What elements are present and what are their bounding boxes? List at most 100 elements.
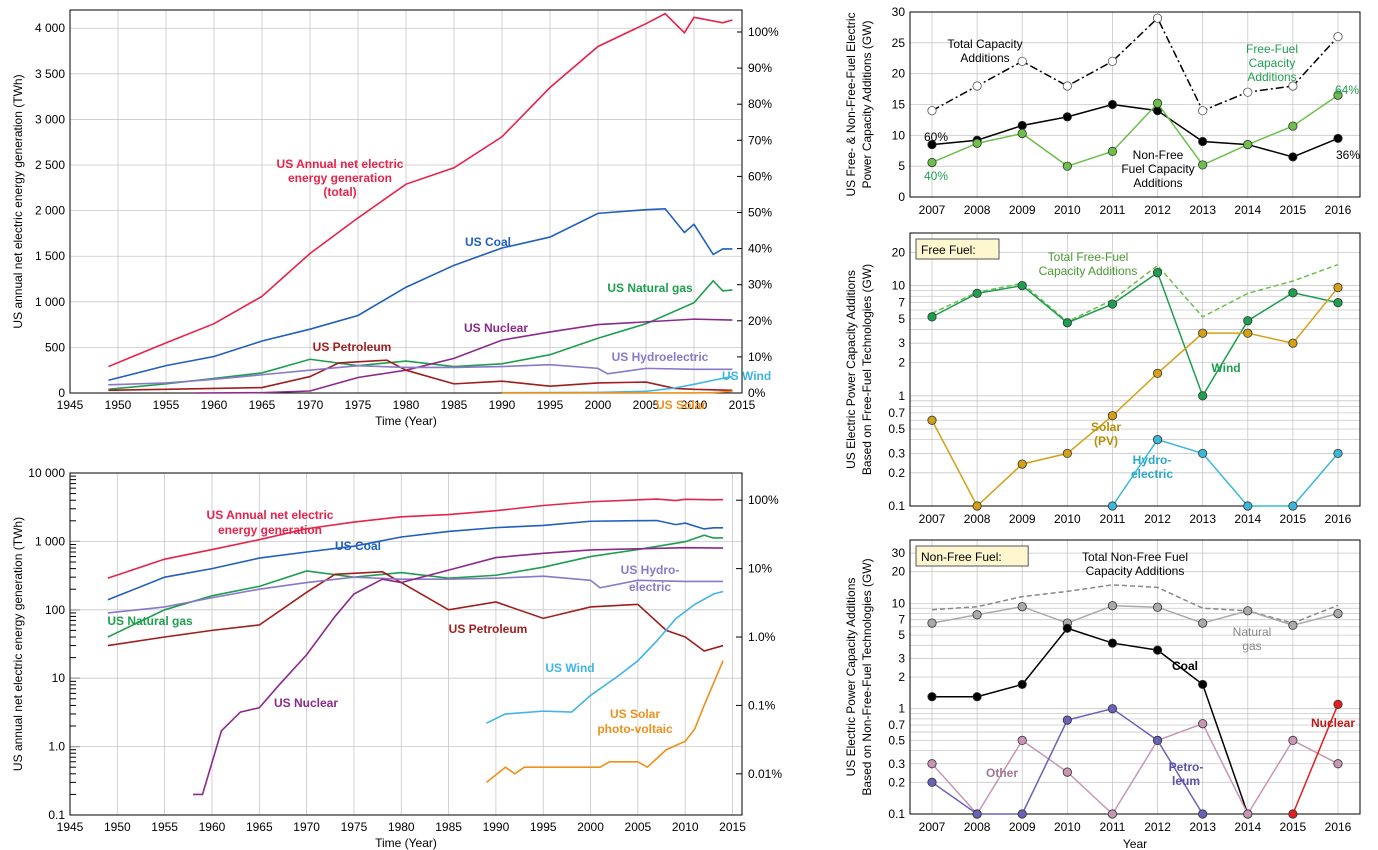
x-tick-label: 1950 (105, 398, 132, 412)
data-point (1107, 638, 1118, 648)
right-tick-label: 0.01% (748, 767, 782, 781)
x-tick-label: 1945 (57, 820, 84, 834)
x-tick-label: 2009 (1009, 820, 1036, 834)
y-tick-label: 0.7 (888, 718, 905, 732)
data-point (1333, 699, 1343, 709)
data-point (1017, 459, 1027, 469)
y-axis-label: US Electric Power Capacity Additions (844, 270, 858, 469)
series-line (1111, 438, 1339, 507)
data-point (1062, 161, 1072, 171)
y-tick-label: 20 (892, 565, 906, 579)
data-point (1288, 288, 1298, 298)
x-axis-label: Time (Year) (375, 414, 437, 428)
data-point (927, 759, 937, 769)
data-point (972, 138, 982, 148)
series-line (108, 363, 733, 386)
right-tick-label: 50% (748, 206, 772, 220)
series-label: US Wind (722, 369, 771, 383)
data-point (1288, 620, 1298, 630)
data-point (1017, 120, 1027, 131)
x-tick-label: 2010 (1054, 820, 1081, 834)
x-tick-label: 2010 (672, 820, 699, 834)
data-point (1062, 81, 1072, 91)
x-tick-label: 2016 (1325, 820, 1352, 834)
x-tick-label: 1945 (57, 398, 84, 412)
series-label: US Solar (610, 707, 660, 721)
data-point (1198, 391, 1208, 401)
y-axis-label: US annual net electric energy generation… (11, 517, 25, 771)
x-tick-label: 1975 (345, 398, 372, 412)
series-line (1292, 704, 1339, 815)
y-tick-label: 2 (898, 670, 905, 684)
data-point (1333, 298, 1343, 308)
x-tick-label: 1965 (246, 820, 273, 834)
annotation: Wind (1211, 361, 1240, 375)
plot-frame (69, 9, 743, 394)
y-tick-label: 15 (892, 98, 906, 112)
series-line (931, 584, 1339, 624)
x-tick-label: 2008 (964, 203, 991, 217)
data-point (1333, 32, 1343, 42)
data-point (1017, 809, 1027, 819)
data-point (1198, 160, 1208, 170)
y-tick-label: 30 (892, 5, 906, 19)
right-tick-label: 70% (748, 133, 772, 147)
x-tick-label: 2014 (1234, 512, 1261, 526)
x-tick-label: 2015 (1280, 512, 1307, 526)
annotation: leum (1172, 774, 1200, 788)
data-point (1333, 759, 1343, 769)
data-point (1152, 735, 1163, 745)
series-label: US Annual net electric (277, 157, 404, 171)
annotation: Additions (1133, 176, 1182, 190)
y-tick-label: 0.3 (888, 446, 905, 460)
annotation: Capacity (1249, 56, 1296, 70)
data-point (972, 288, 982, 298)
right-tick-label: 20% (748, 314, 772, 328)
x-tick-label: 2008 (964, 512, 991, 526)
series-line (931, 271, 1339, 398)
data-point (927, 106, 937, 116)
x-tick-label: 2007 (919, 203, 946, 217)
x-tick-label: 2013 (1189, 512, 1216, 526)
series-line (107, 534, 724, 638)
series-line (931, 287, 1339, 508)
data-point (1243, 87, 1253, 97)
x-tick-label: 2015 (719, 820, 746, 834)
y-tick-label: 5 (898, 312, 905, 326)
x-tick-label: 1960 (199, 820, 226, 834)
y-tick-label: 1 500 (35, 249, 65, 263)
data-point (1152, 602, 1163, 612)
data-point (1062, 715, 1072, 725)
y-tick-label: 1 (898, 389, 905, 403)
x-tick-label: 1990 (489, 398, 516, 412)
data-point (1107, 56, 1118, 66)
y-tick-label: 0.7 (888, 406, 905, 420)
y-tick-label: 25 (892, 36, 906, 50)
data-point (1243, 328, 1253, 338)
x-tick-label: 2013 (1189, 820, 1216, 834)
data-point (1107, 601, 1118, 611)
y-tick-label: 0 (58, 386, 65, 400)
data-point (1243, 139, 1253, 150)
data-point (1243, 606, 1253, 616)
x-tick-label: 1985 (435, 820, 462, 834)
data-point (1333, 448, 1343, 459)
y-axis-label: US Free- & Non-Free-Fuel Electric (844, 12, 858, 196)
y-tick-label: 0.1 (48, 808, 65, 822)
y-axis-label: Based on Free-Fuel Technologies (GW) (860, 264, 874, 475)
x-tick-label: 1955 (151, 820, 178, 834)
x-tick-label: 2009 (1009, 512, 1036, 526)
y-tick-label: 7 (898, 296, 905, 310)
y-tick-label: 10 (892, 128, 906, 142)
series-line (194, 318, 733, 394)
panel-title: Non-Free Fuel: (921, 550, 1002, 564)
x-tick-label: 2007 (919, 512, 946, 526)
annotation: Coal (1172, 659, 1198, 673)
series-line (931, 604, 1339, 627)
data-point (1107, 501, 1118, 511)
x-axis-label: Year (1123, 837, 1147, 850)
data-point (1333, 90, 1343, 100)
y-tick-label: 0.1 (888, 807, 905, 821)
y-tick-label: 10 (892, 279, 906, 293)
